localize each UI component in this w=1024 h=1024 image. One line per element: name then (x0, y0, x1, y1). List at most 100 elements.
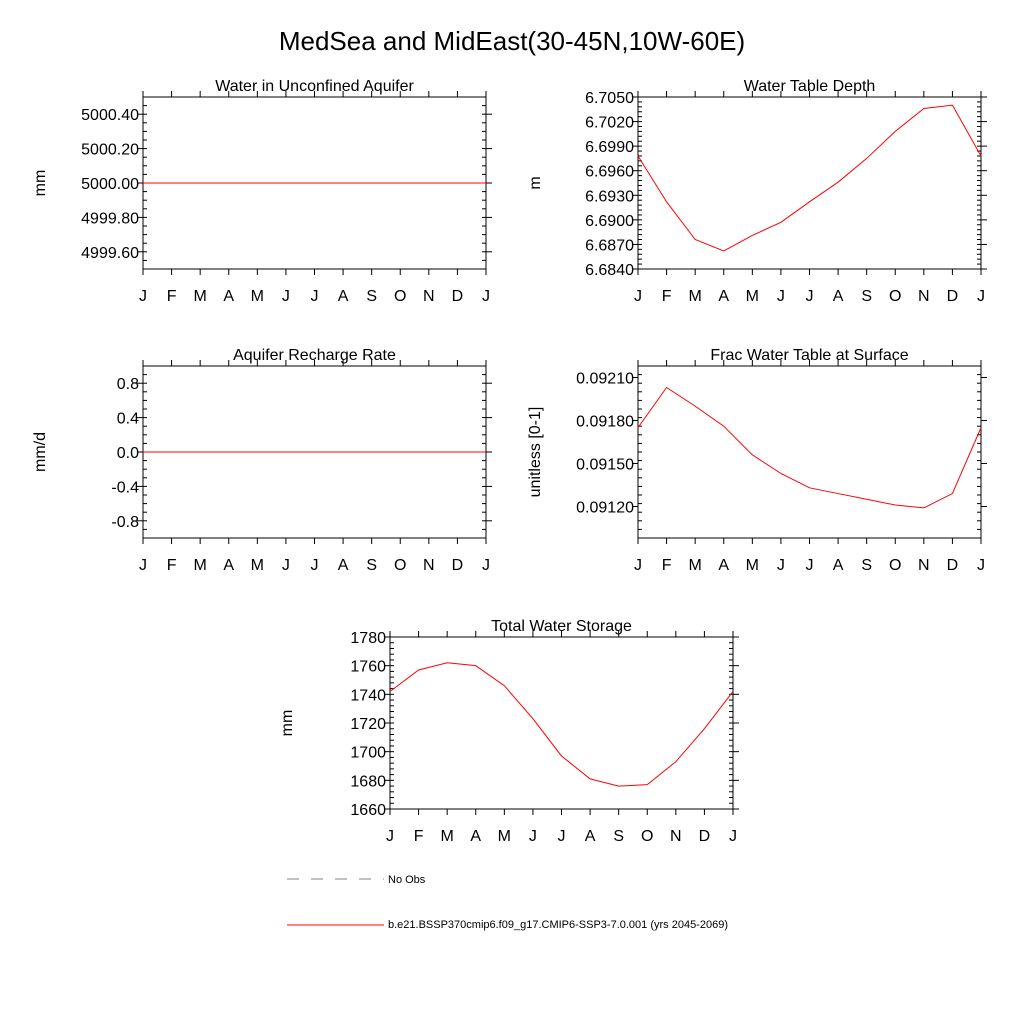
x-tick-label: O (641, 828, 653, 845)
y-tick-label: 6.6870 (585, 237, 634, 254)
x-tick-label: N (918, 288, 930, 305)
x-tick-label: S (861, 557, 872, 574)
legend: No Obs b.e21.BSSP370cmip6.f09_g17.CMIP6-… (287, 874, 728, 931)
y-tick-label: 6.7020 (585, 115, 634, 132)
panel-title: Aquifer Recharge Rate (233, 347, 396, 364)
x-tick-label: D (452, 288, 464, 305)
x-tick-label: A (585, 828, 596, 845)
x-tick-label: N (423, 557, 435, 574)
y-tick-label: 1700 (350, 745, 386, 762)
x-tick-label: J (806, 288, 814, 305)
x-tick-label: J (139, 288, 147, 305)
x-tick-label: J (282, 288, 290, 305)
chart-panel: Aquifer Recharge Rate mm/d -0.8 -0.4 0.0 0.4 0… (32, 347, 492, 574)
x-tick-label: F (167, 557, 177, 574)
y-tick-label: 6.6990 (585, 139, 634, 156)
y-tick-label: 5000.20 (81, 142, 139, 159)
plot-frame (637, 96, 982, 270)
x-tick-label: S (613, 828, 624, 845)
y-tick-label: 0.0 (117, 445, 139, 462)
y-tick-label: 6.6930 (585, 188, 634, 205)
x-tick-label: S (366, 557, 377, 574)
x-tick-label: M (194, 557, 207, 574)
y-tick-label: 1740 (350, 687, 386, 704)
x-tick-label: A (338, 288, 349, 305)
y-tick-label: 0.09120 (576, 499, 634, 516)
y-tick-label: -0.4 (111, 479, 139, 496)
x-tick-label: F (414, 828, 424, 845)
y-tick-label: 0.09150 (576, 456, 634, 473)
x-tick-label: F (167, 288, 177, 305)
y-tick-label: 6.6960 (585, 164, 634, 181)
x-tick-label: O (394, 288, 406, 305)
x-tick-label: J (482, 557, 490, 574)
y-tick-label: 6.6840 (585, 262, 634, 279)
plot-frame (637, 365, 982, 539)
x-tick-label: M (251, 288, 264, 305)
x-tick-label: M (689, 288, 702, 305)
y-axis-label: mm (32, 170, 49, 197)
series-line (637, 104, 982, 252)
x-tick-label: M (746, 557, 759, 574)
y-tick-label: 4999.80 (81, 210, 139, 227)
x-tick-label: D (947, 557, 959, 574)
y-axis-label: m (527, 176, 544, 189)
y-tick-label: 4999.60 (81, 245, 139, 262)
y-tick-label: 1760 (350, 659, 386, 676)
y-tick-label: 1660 (350, 802, 386, 819)
y-tick-label: 0.09180 (576, 413, 634, 430)
chart-panel: Frac Water Table at Surface unitless [0-1… (527, 347, 987, 574)
series-line (389, 662, 734, 787)
figure-title: MedSea and MidEast(30-45N,10W-60E) (279, 26, 745, 56)
x-tick-label: J (777, 288, 785, 305)
x-tick-label: J (977, 557, 985, 574)
x-tick-label: M (498, 828, 511, 845)
x-tick-label: D (947, 288, 959, 305)
x-tick-label: N (423, 288, 435, 305)
x-tick-label: M (251, 557, 264, 574)
y-tick-label: 1680 (350, 773, 386, 790)
y-tick-label: 6.7050 (585, 90, 634, 107)
y-axis-label: unitless [0-1] (527, 407, 544, 498)
y-tick-label: 5000.00 (81, 176, 139, 193)
x-tick-label: J (311, 288, 319, 305)
y-axis-label: mm/d (32, 432, 49, 472)
x-tick-label: A (223, 288, 234, 305)
x-tick-label: M (746, 288, 759, 305)
x-tick-label: O (394, 557, 406, 574)
y-tick-label: 0.4 (117, 411, 139, 428)
x-tick-label: J (634, 288, 642, 305)
x-tick-label: A (718, 288, 729, 305)
x-tick-label: N (670, 828, 682, 845)
x-tick-label: M (689, 557, 702, 574)
y-tick-label: 0.09210 (576, 370, 634, 387)
panels: Water in Unconfined Aquifer mm 4999.60 4999… (32, 78, 987, 845)
x-tick-label: D (452, 557, 464, 574)
x-tick-label: S (366, 288, 377, 305)
x-tick-label: A (833, 288, 844, 305)
y-tick-label: 1720 (350, 716, 386, 733)
x-tick-label: D (699, 828, 711, 845)
x-tick-label: J (806, 557, 814, 574)
x-tick-label: M (441, 828, 454, 845)
x-tick-label: A (833, 557, 844, 574)
chart-panel: Water Table Depth m 6.6840 6.6870 6.6900 6.69… (527, 78, 987, 305)
y-tick-label: 5000.40 (81, 107, 139, 124)
x-tick-label: A (223, 557, 234, 574)
x-tick-label: J (977, 288, 985, 305)
x-tick-label: J (529, 828, 537, 845)
plot-frame (389, 636, 734, 810)
x-tick-label: J (139, 557, 147, 574)
x-tick-label: O (889, 288, 901, 305)
y-axis-label: mm (279, 710, 296, 737)
panel-title: Total Water Storage (491, 618, 632, 635)
y-tick-label: 0.8 (117, 376, 139, 393)
x-tick-label: J (482, 288, 490, 305)
x-tick-label: F (662, 288, 672, 305)
x-tick-label: J (386, 828, 394, 845)
x-tick-label: J (634, 557, 642, 574)
y-tick-label: 6.6900 (585, 213, 634, 230)
series-line (637, 386, 982, 509)
x-tick-label: A (338, 557, 349, 574)
